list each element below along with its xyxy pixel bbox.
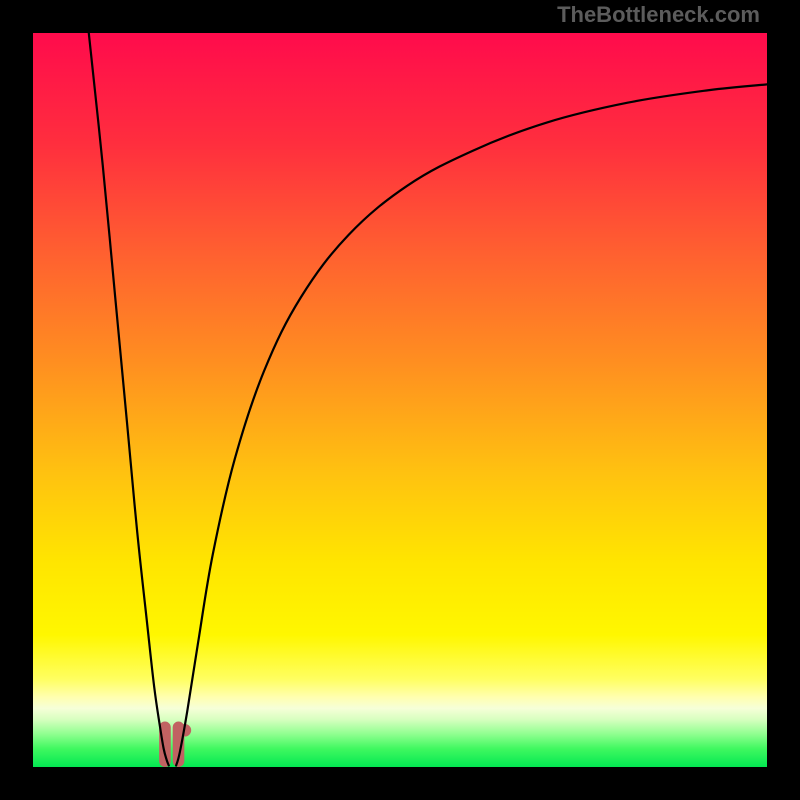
bottleneck-chart [33,33,767,767]
plot-area [33,33,767,767]
figure-root: TheBottleneck.com [0,0,800,800]
